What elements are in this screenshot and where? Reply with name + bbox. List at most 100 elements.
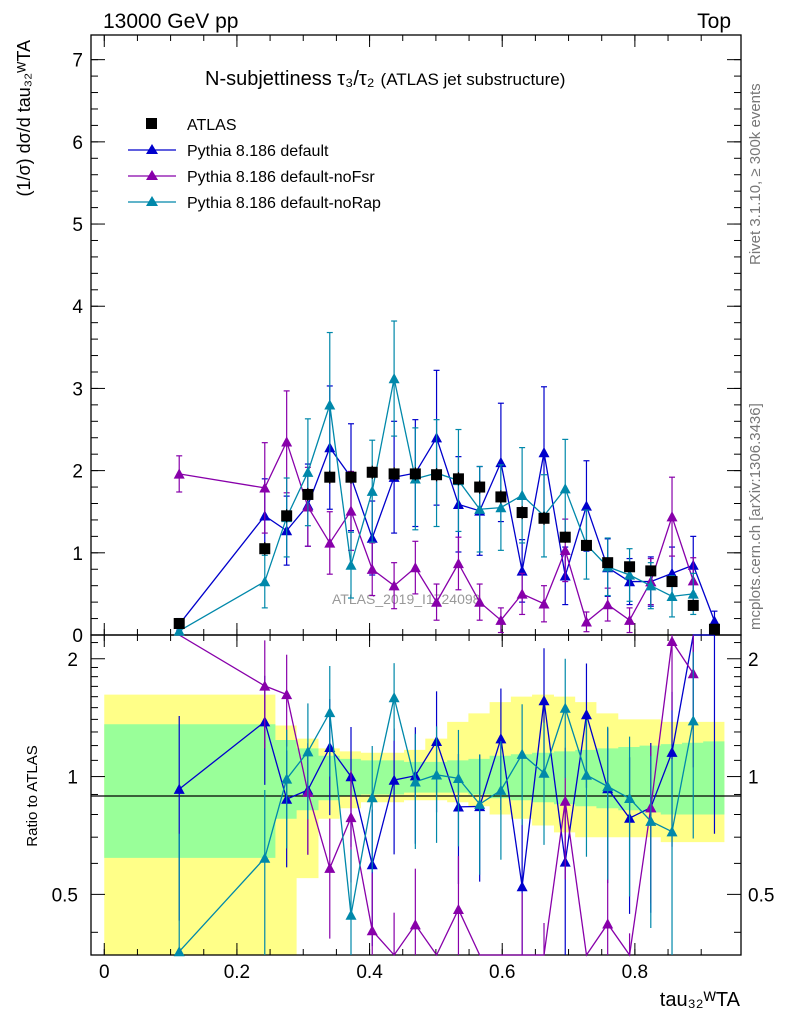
series-line [178,378,694,632]
legend-label-atlas: ATLAS [187,117,237,134]
data-point [687,588,699,599]
data-point [259,543,271,555]
y-tick-label: 0 [72,626,83,647]
data-point [559,483,571,494]
chart-title-note: (ATLAS jet substructure) [381,70,566,89]
data-point [495,502,507,513]
data-point [666,511,678,522]
data-point [708,615,720,626]
ratio-point [516,881,528,892]
ratio-point [666,826,678,837]
data-point [666,590,678,602]
ratio-point [173,783,185,794]
data-point [409,468,421,480]
x-tick-label: 0 [99,962,110,983]
ratio-point [666,746,678,757]
ratio-point [366,792,378,803]
data-point [366,563,378,574]
chart-title: N-subjettiness τ₃/τ₂ (ATLAS jet substruct… [205,68,565,90]
ratio-point [495,784,507,795]
x-tick-label: 0.6 [489,962,515,983]
ratio-point [452,903,464,915]
uncertainty-bands [104,694,725,955]
data-point [345,471,357,483]
data-point [431,596,443,607]
axes: 0 0.2 0.4 0.6 0.8 0 1 2 3 4 5 6 7 0.5 0.5 1 1 2 2 [52,35,774,983]
x-tick-label: 0.4 [356,962,383,983]
data-point [259,576,271,587]
rivet-label: Rivet 3.1.10, ≥ 300k events [747,83,764,265]
ratio-point [559,795,571,806]
ratio-point [259,680,271,691]
ratio-point [409,776,421,787]
watermark: ATLAS_2019_I1724098 [332,591,481,607]
ratio-point [302,746,314,757]
data-point [708,623,720,635]
ratio-point [687,715,699,726]
data-point [602,599,614,610]
data-point [452,557,464,569]
data-point [324,471,336,483]
ratio-point [388,692,400,703]
ratio-point [645,815,657,826]
data-point [516,507,528,519]
header-right: Top [697,10,731,33]
data-point [474,503,486,514]
data-point [559,531,571,543]
ratio-panel-frame [90,634,742,956]
data-point [474,481,486,493]
data-point [624,569,636,580]
data-point [559,544,571,556]
ratio-point [281,688,293,700]
data-point [580,500,592,511]
ratio-point [431,769,443,780]
data-point [366,485,378,496]
ratio-point [602,781,614,792]
legend-label-norap: Pythia 8.186 default-noRap [187,195,381,212]
y-tick-label: 3 [72,379,83,400]
data-point [624,614,636,625]
ratio-line [178,697,694,953]
ratio-point [559,702,571,713]
inner-uncertainty-band [104,724,725,858]
ratio-point [173,946,185,957]
data-point [645,580,657,591]
data-point [538,598,550,609]
series-line [179,440,694,623]
legend-marker-default [146,144,158,154]
ratio-point [495,733,507,744]
legend: ATLAS Pythia 8.186 default Pythia 8.186 … [128,117,381,212]
data-point [538,512,550,524]
data-point [259,482,271,493]
y-tick-label: 6 [72,133,83,154]
data-point [324,399,336,410]
ratio-point [345,811,357,823]
data-point [281,510,293,522]
data-point [173,617,185,629]
ratio-tick-label-right: 0.5 [748,885,774,906]
data-point [645,565,657,577]
y-axis-title: (1/σ) dσ/d tau₃₂ᵂTA [14,40,34,196]
data-point [624,561,636,573]
ratio-point [324,706,336,718]
x-tick-label: 0.8 [622,962,648,983]
data-point [173,625,185,636]
ratio-point [281,773,293,784]
data-point [580,616,592,627]
data-point [388,373,400,384]
ratio-line [178,634,694,957]
series-layer [173,320,720,957]
data-point [452,473,464,485]
data-point [345,559,357,570]
ratio-point [624,792,636,804]
ratio-tick-label-right: 2 [748,650,759,671]
ratio-point [259,852,271,863]
y-tick-label: 5 [72,215,83,236]
header-left: 13000 GeV pp [103,10,238,33]
ratio-point [666,635,678,647]
ratio-point [602,918,614,929]
legend-marker-norap [146,196,158,206]
mcplots-label: mcplots.cern.ch [arXiv:1306.3436] [747,403,764,630]
data-point [431,469,443,481]
